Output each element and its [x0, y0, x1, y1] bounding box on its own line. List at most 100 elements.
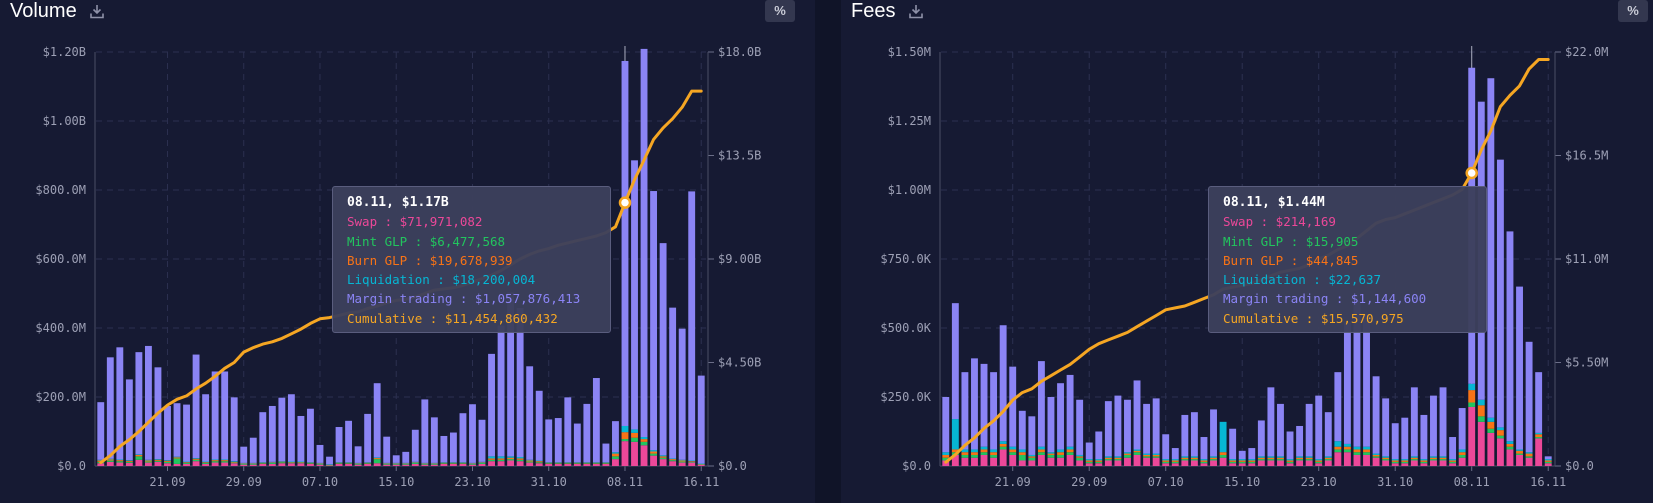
bar-liquidation[interactable] [1296, 456, 1304, 458]
bar-swap[interactable] [335, 463, 343, 466]
bar-burn[interactable] [1162, 460, 1170, 462]
bar-swap[interactable] [449, 463, 457, 466]
bar-swap[interactable] [990, 457, 998, 466]
bar-swap[interactable] [951, 454, 959, 466]
bar-mint[interactable] [1152, 456, 1160, 458]
bar-swap[interactable] [669, 461, 677, 466]
download-icon[interactable] [90, 4, 104, 20]
bar-swap[interactable] [478, 463, 486, 466]
bar-burn[interactable] [640, 439, 648, 442]
bar-swap[interactable] [1018, 460, 1026, 466]
bar-mint[interactable] [173, 458, 181, 464]
bar-burn[interactable] [421, 463, 429, 464]
bar-swap[interactable] [345, 463, 353, 466]
bar-swap[interactable] [411, 463, 419, 466]
bar-margin[interactable] [192, 354, 200, 459]
bar-liquidation[interactable] [1477, 399, 1485, 406]
bar-liquidation[interactable] [621, 425, 629, 433]
bar-margin[interactable] [421, 399, 429, 463]
bar-mint[interactable] [1315, 461, 1323, 464]
bar-mint[interactable] [192, 459, 200, 462]
bar-swap[interactable] [1162, 463, 1170, 466]
bar-swap[interactable] [1544, 463, 1552, 466]
bar-margin[interactable] [659, 243, 667, 456]
bar-burn[interactable] [316, 463, 324, 464]
bar-swap[interactable] [240, 464, 248, 466]
bar-swap[interactable] [154, 461, 162, 466]
bar-liquidation[interactable] [1190, 456, 1198, 458]
bar-swap[interactable] [135, 459, 143, 466]
bar-liquidation[interactable] [1238, 459, 1246, 461]
bar-swap[interactable] [364, 463, 372, 466]
bar-burn[interactable] [1439, 457, 1447, 460]
bar-margin[interactable] [697, 375, 705, 464]
bar-burn[interactable] [1143, 454, 1151, 457]
bar-mint[interactable] [1210, 459, 1217, 461]
bar-liquidation[interactable] [183, 461, 190, 463]
bar-liquidation[interactable] [564, 462, 572, 463]
bar-burn[interactable] [1525, 453, 1533, 457]
bar-liquidation[interactable] [354, 462, 362, 464]
bar-margin[interactable] [1315, 395, 1323, 460]
bar-liquidation[interactable] [144, 459, 152, 461]
bar-mint[interactable] [1449, 461, 1457, 464]
bar-burn[interactable] [583, 462, 591, 464]
bar-mint[interactable] [469, 463, 476, 465]
bar-liquidation[interactable] [97, 459, 105, 461]
bar-burn[interactable] [1420, 460, 1428, 462]
bar-mint[interactable] [1420, 461, 1428, 464]
bar-margin[interactable] [1200, 437, 1208, 460]
bar-swap[interactable] [230, 463, 238, 466]
bar-liquidation[interactable] [1544, 459, 1552, 461]
bar-margin[interactable] [449, 432, 457, 463]
bar-mint[interactable] [1343, 449, 1351, 453]
bar-liquidation[interactable] [326, 464, 333, 465]
bar-margin[interactable] [202, 394, 210, 462]
bar-burn[interactable] [249, 463, 257, 464]
bar-swap[interactable] [1028, 460, 1036, 466]
bar-mint[interactable] [459, 463, 467, 464]
bar-liquidation[interactable] [688, 460, 696, 462]
bar-liquidation[interactable] [1391, 459, 1399, 461]
bar-margin[interactable] [1085, 442, 1093, 460]
bar-swap[interactable] [1037, 454, 1045, 466]
bar-liquidation[interactable] [612, 452, 619, 454]
bar-burn[interactable] [1363, 449, 1370, 453]
bar-burn[interactable] [1028, 456, 1036, 458]
bar-liquidation[interactable] [135, 454, 143, 455]
bar-mint[interactable] [1114, 459, 1122, 461]
bar-mint[interactable] [516, 459, 524, 462]
bar-margin[interactable] [392, 455, 400, 463]
bar-mint[interactable] [1496, 435, 1504, 439]
bar-margin[interactable] [980, 363, 988, 447]
bar-margin[interactable] [125, 379, 133, 461]
bar-burn[interactable] [211, 460, 219, 462]
bar-swap[interactable] [554, 463, 562, 466]
bar-liquidation[interactable] [1449, 459, 1457, 461]
bar-liquidation[interactable] [421, 462, 429, 464]
bar-swap[interactable] [1152, 457, 1160, 466]
bar-swap[interactable] [373, 463, 381, 466]
bar-liquidation[interactable] [116, 459, 124, 461]
bar-mint[interactable] [421, 463, 429, 465]
bar-margin[interactable] [1124, 399, 1131, 453]
bar-liquidation[interactable] [173, 456, 181, 458]
bar-swap[interactable] [1076, 460, 1084, 466]
bar-margin[interactable] [1324, 412, 1332, 457]
bar-swap[interactable] [354, 464, 362, 466]
bar-mint[interactable] [440, 463, 448, 464]
bar-swap[interactable] [1190, 460, 1198, 466]
bar-mint[interactable] [240, 463, 248, 465]
bar-mint[interactable] [650, 453, 658, 456]
bar-margin[interactable] [469, 404, 476, 463]
bar-liquidation[interactable] [942, 452, 950, 455]
bar-mint[interactable] [1363, 452, 1370, 455]
bar-burn[interactable] [507, 457, 515, 460]
bar-margin[interactable] [1410, 387, 1418, 457]
bar-burn[interactable] [221, 460, 229, 462]
bar-burn[interactable] [1516, 450, 1523, 454]
bar-mint[interactable] [1324, 459, 1332, 461]
bar-burn[interactable] [697, 463, 705, 465]
bar-mint[interactable] [535, 462, 543, 464]
bar-liquidation[interactable] [1487, 417, 1495, 422]
